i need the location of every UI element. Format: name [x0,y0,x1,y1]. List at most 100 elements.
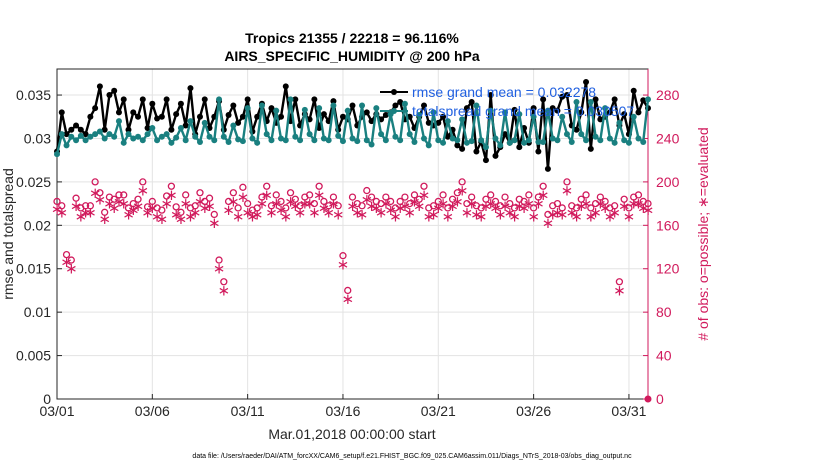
obs-possible-point [120,191,128,199]
rmse-point [168,126,175,133]
left-y-axis-label: rmse and totalspread [0,168,16,300]
obs-possible-point [434,197,442,206]
rmse-point [149,100,156,107]
obs-evaluated-point: ∗ [141,203,154,221]
obs-possible-point [148,197,156,206]
obs-evaluated-point: ∗ [542,214,555,232]
obs-evaluated-point: ∗ [618,197,631,215]
rmse-point [382,112,389,119]
rmse-point [635,109,642,116]
totalspread-point [420,135,427,142]
obs-evaluated-point: ∗ [503,203,516,221]
obs-evaluated-point: ∗ [565,203,578,221]
rmse-point [592,96,599,103]
obs-possible-point [534,193,543,201]
totalspread-point [220,133,227,140]
totalspread-point [177,125,184,132]
rmse-point [106,92,113,99]
obs-possible-point [62,250,71,259]
totalspread-point [330,102,337,109]
totalspread-point [406,131,413,138]
rmse-point [578,109,585,116]
obs-evaluated-point: ∗ [284,192,297,210]
totalspread-point [201,119,208,126]
obs-possible-point [634,191,643,199]
obs-evaluated-point: ∗ [351,203,364,221]
y-tick-label-right: 160 [656,217,680,233]
totalspread-point [444,118,451,125]
obs-evaluated-point: ∗ [470,205,483,223]
obs-evaluated-point: ∗ [461,203,474,221]
obs-possible-point [172,203,180,211]
totalspread-point [87,133,94,140]
rmse-point [573,126,580,133]
totalspread-point [392,133,399,140]
rmse-point [587,145,594,152]
totalspread-point [568,138,575,145]
totalspread-point [416,112,423,119]
obs-evaluated-point: ∗ [527,208,540,226]
totalspread-point [373,105,380,112]
obs-possible-point [67,256,75,264]
obs-possible-point [510,204,519,212]
obs-evaluated-point: ∗ [408,192,421,210]
obs-evaluated-point: ∗ [489,199,502,217]
obs-possible-point [229,189,237,197]
obs-evaluated-point: ∗ [575,197,588,215]
obs-possible-point [277,197,285,206]
obs-evaluated-point: ∗ [437,195,450,213]
right-y-axis-label: # of obs: o=possible; ∗=evaluated [695,127,711,340]
obs-evaluated-point: ∗ [246,208,259,226]
totalspread-point [492,135,499,142]
y-tick-label-right: 280 [656,87,680,103]
totalspread-point [354,138,361,145]
series-totalspread [54,96,651,158]
obs-evaluated-point: ∗ [232,208,245,226]
rmse-point [530,105,537,112]
rmse-point [435,119,442,126]
obs-evaluated-point: ∗ [642,201,655,219]
x-axis: 03/01 03/06 03/11 03/16 03/21 03/26 03/31 [39,394,647,419]
obs-evaluated-point: ∗ [65,260,78,278]
obs-evaluated-point: ∗ [265,203,278,221]
obs-evaluated-point: ∗ [179,195,192,213]
totalspread-point [149,125,156,132]
totalspread-point [554,137,561,144]
rmse-point [239,113,246,120]
y-tick-label-left: 0 [43,391,51,407]
totalspread-point [235,136,242,143]
totalspread-point [254,139,261,146]
totalspread-point [106,131,113,138]
totalspread-point [287,96,294,103]
obs-evaluated-point: ∗ [585,208,598,226]
obs-evaluated-point: ∗ [89,184,102,202]
rmse-point [368,118,375,125]
totalspread-point [606,135,613,142]
rmse-point [311,96,318,103]
y-tick-label-left: 0.03 [24,130,51,146]
totalspread-point [130,135,137,142]
totalspread-point [506,139,513,146]
rmse-point [235,119,242,126]
totalspread-point [625,139,632,146]
totalspread-point [363,137,370,144]
totalspread-point [306,131,313,138]
totalspread-point [273,107,280,114]
totalspread-point [473,102,480,109]
totalspread-point [206,133,213,140]
obs-possible-point [358,202,366,210]
totalspread-point [559,113,566,120]
totalspread-point [511,137,518,144]
obs-evaluated-point: ∗ [570,208,583,226]
obs-possible-point [272,191,280,199]
obs-possible-point [191,202,199,210]
obs-evaluated-point: ∗ [270,195,283,213]
totalspread-point [192,133,199,140]
rmse-point [230,102,237,109]
obs-evaluated-point: ∗ [365,197,378,215]
obs-evaluated-point: ∗ [208,214,221,232]
left-y-axis: 0 0.005 0.01 0.015 0.02 0.025 0.03 0.035 [16,87,62,407]
y-tick-label-right: 120 [656,261,680,277]
obs-evaluated-point: ∗ [446,197,459,215]
